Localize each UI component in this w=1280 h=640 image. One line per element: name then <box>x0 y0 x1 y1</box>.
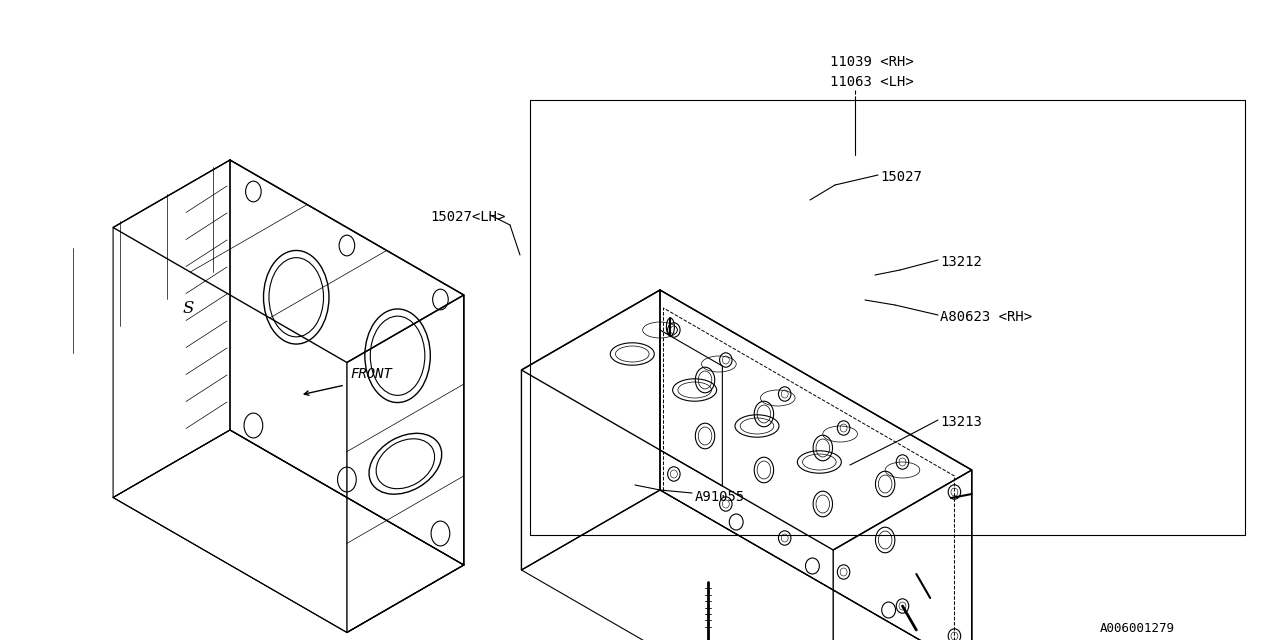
Text: 11063 <LH>: 11063 <LH> <box>829 75 914 89</box>
Text: A80623 <RH>: A80623 <RH> <box>940 310 1032 324</box>
Text: 13212: 13212 <box>940 255 982 269</box>
Text: 13213: 13213 <box>940 415 982 429</box>
Text: FRONT: FRONT <box>349 367 392 381</box>
Text: S: S <box>183 300 195 317</box>
Text: A006001279: A006001279 <box>1100 622 1175 635</box>
Text: 15027<LH>: 15027<LH> <box>430 210 506 224</box>
Text: 15027: 15027 <box>881 170 922 184</box>
Text: A91055: A91055 <box>695 490 745 504</box>
Text: 11039 <RH>: 11039 <RH> <box>829 55 914 69</box>
